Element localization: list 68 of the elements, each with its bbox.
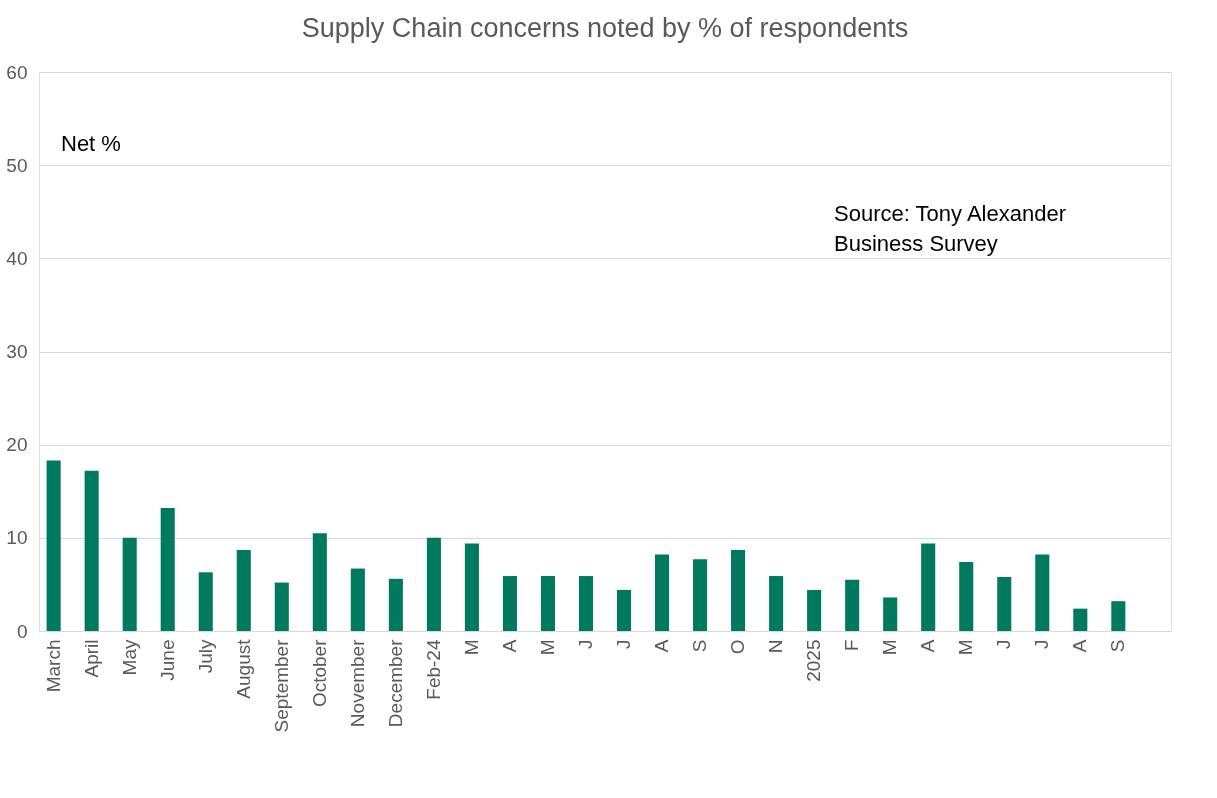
y-tick-label: 20: [6, 434, 28, 456]
bar: [540, 576, 555, 631]
x-tick-label: O: [727, 639, 749, 655]
bar: [693, 559, 708, 631]
x-tick-label: October: [308, 638, 330, 708]
x-tick-label: N: [765, 639, 787, 654]
annotation: Source: Tony Alexander Business Survey: [834, 201, 1066, 256]
bar: [655, 554, 670, 631]
x-tick-label: M: [955, 639, 977, 656]
x-tick-label: M: [879, 639, 901, 656]
bar: [769, 576, 784, 631]
bar: [1111, 601, 1126, 631]
y-tick-label: 40: [6, 247, 28, 269]
y-tick-label: 0: [16, 620, 28, 642]
bar: [464, 543, 479, 631]
x-tick-label: July: [194, 639, 216, 674]
bar: [616, 590, 632, 631]
x-tick-label: A: [651, 639, 673, 653]
bar: [997, 576, 1012, 631]
x-tick-label: J: [993, 639, 1015, 649]
x-tick-label: S: [689, 639, 711, 653]
bar: [1073, 608, 1088, 631]
x-tick-label: May: [118, 639, 140, 676]
x-tick-label: J: [574, 639, 596, 649]
x-tick-label: Feb-24: [422, 639, 444, 700]
bar: [274, 582, 289, 631]
bar: [502, 576, 517, 631]
x-tick-label: August: [232, 638, 254, 699]
x-tick-label: S: [1107, 639, 1129, 653]
bar: [388, 578, 403, 631]
y-tick-label: 60: [6, 61, 28, 83]
bar: [426, 537, 441, 631]
bar: [198, 572, 213, 631]
y-tick-label: 50: [6, 154, 28, 176]
bar: [807, 590, 822, 631]
y-tick-label: 30: [6, 341, 28, 362]
bar: [959, 562, 974, 631]
bar: [921, 543, 936, 631]
bar: [845, 579, 860, 631]
bar: [46, 460, 61, 631]
bar: [160, 508, 175, 631]
x-tick-label: September: [270, 638, 292, 733]
x-tick-label: A: [1069, 639, 1091, 653]
x-tick-label: 2025: [803, 639, 825, 682]
bar: [236, 549, 251, 631]
annotation: Net %: [61, 131, 121, 156]
bar: [578, 576, 594, 631]
x-tick-label: A: [498, 639, 520, 653]
bar: [731, 549, 746, 631]
bar: [312, 533, 327, 631]
x-tick-label: F: [841, 639, 863, 652]
x-tick-label: April: [80, 639, 102, 678]
bar: [883, 597, 898, 631]
bar: [122, 537, 137, 631]
bar: [350, 568, 365, 631]
x-tick-label: A: [917, 639, 939, 653]
x-tick-label: M: [536, 639, 558, 656]
x-tick-label: March: [42, 639, 64, 693]
x-tick-label: November: [346, 638, 368, 728]
bar: [1035, 554, 1050, 631]
y-tick-label: 10: [6, 527, 28, 549]
bar: [84, 470, 99, 631]
x-tick-label: M: [460, 639, 482, 656]
x-tick-label: December: [384, 638, 406, 728]
x-tick-label: J: [1031, 639, 1053, 649]
x-tick-label: J: [613, 639, 635, 649]
chart-title: Supply Chain concerns noted by % of respondents: [301, 13, 909, 43]
x-tick-label: June: [156, 639, 178, 681]
